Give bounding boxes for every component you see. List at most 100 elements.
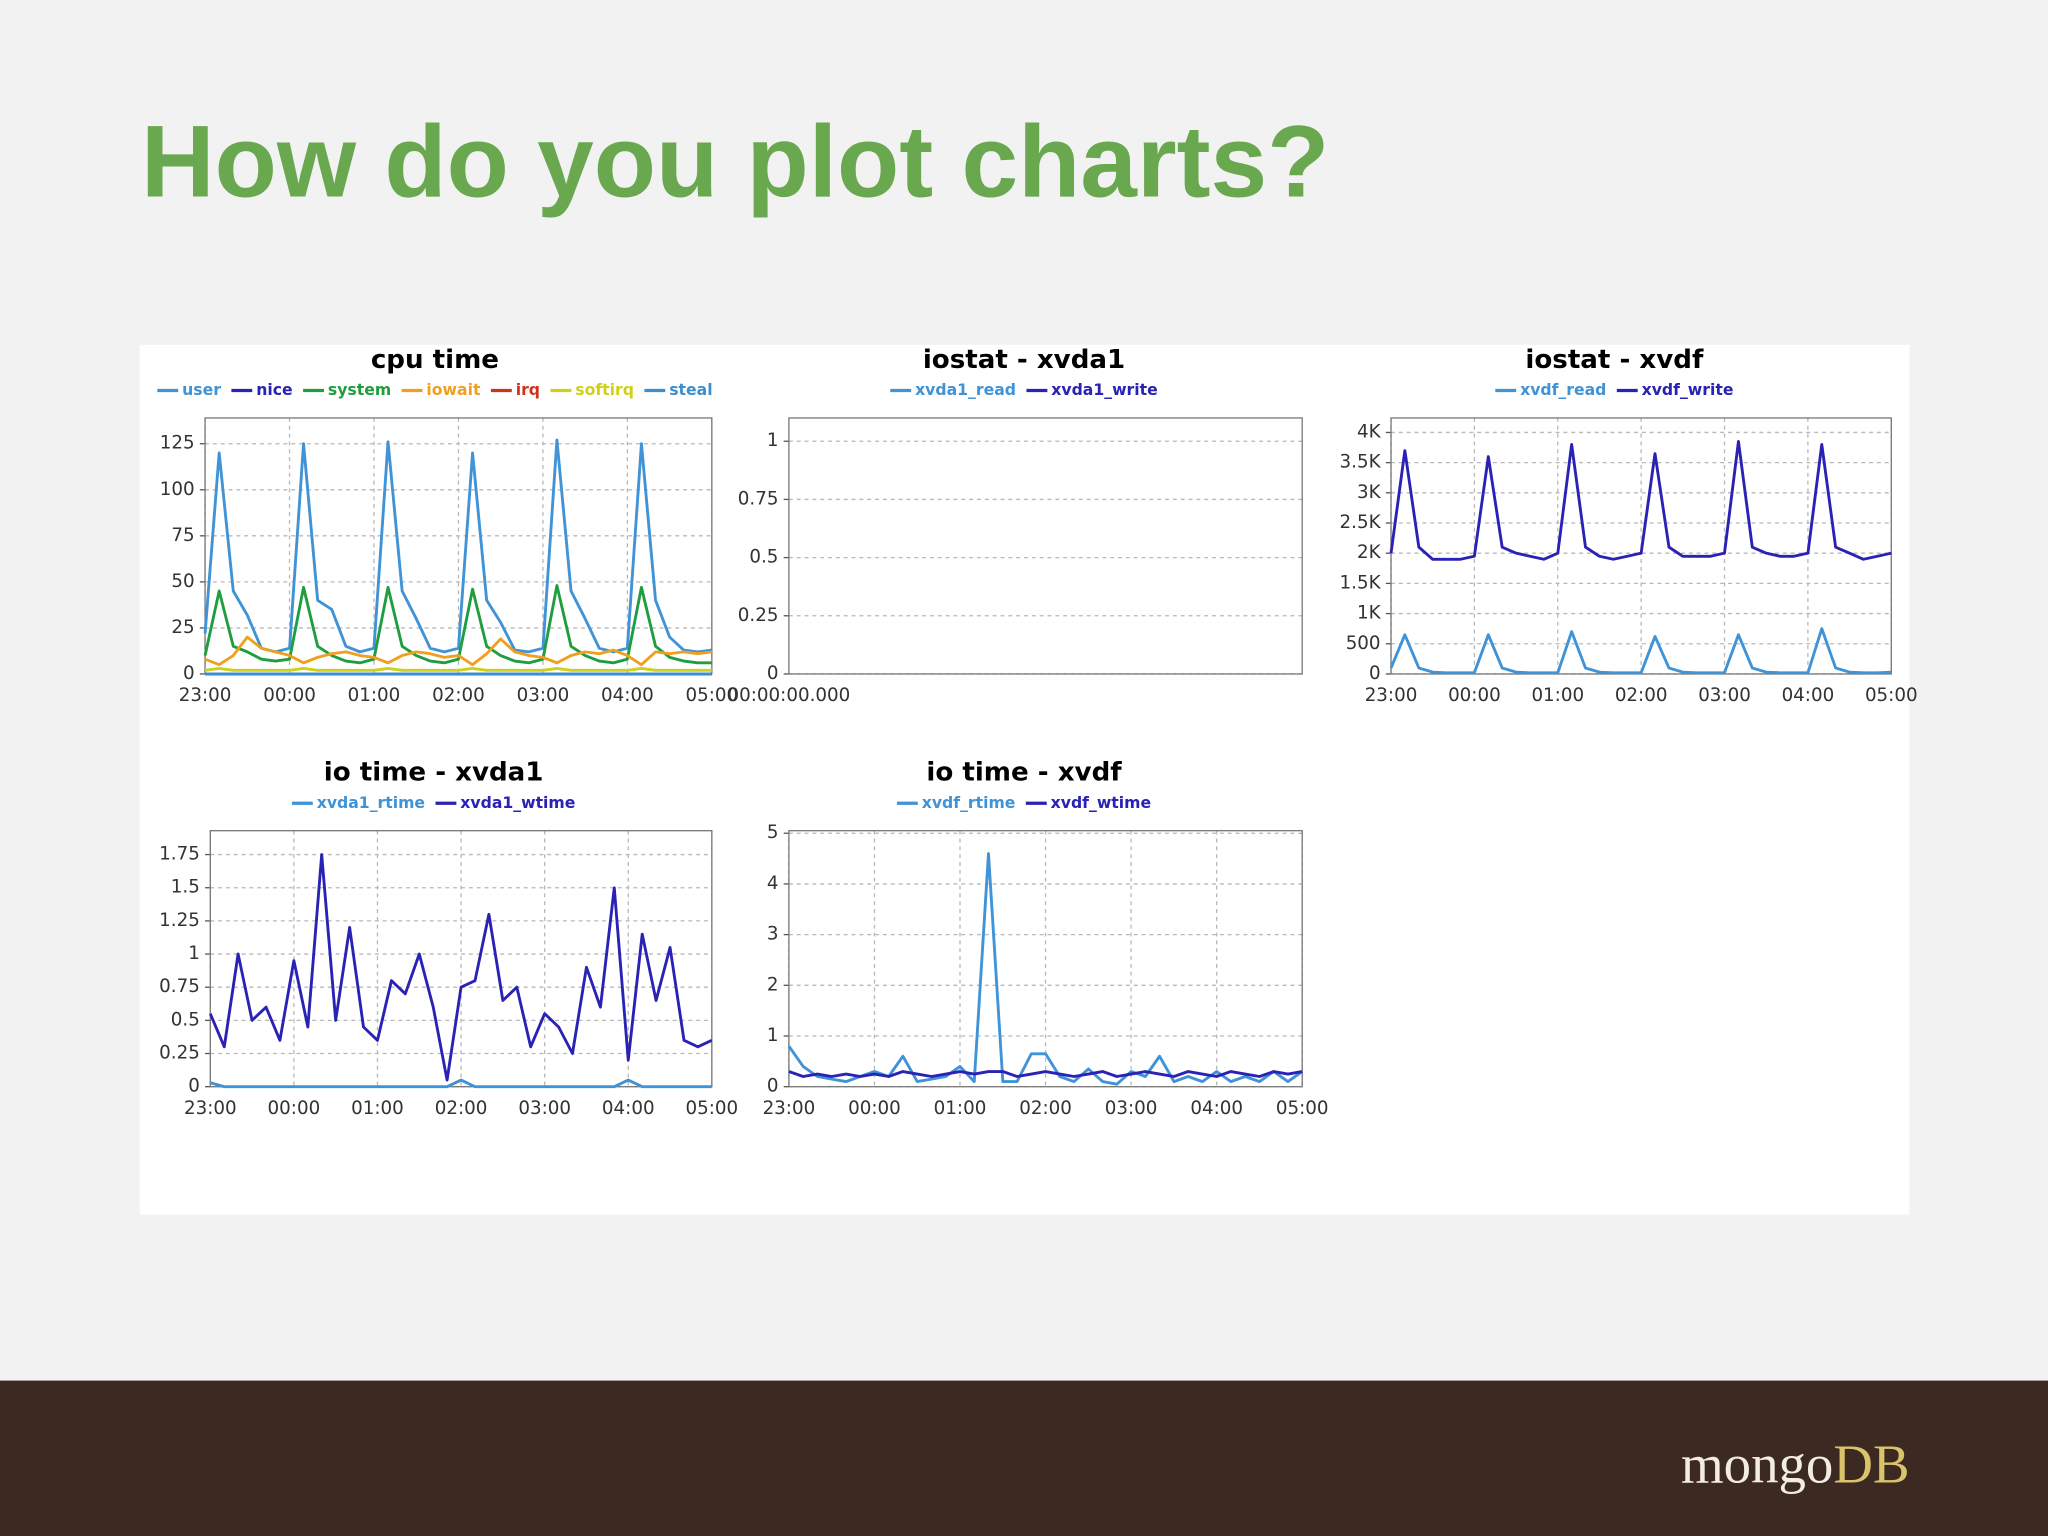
y-tick-label: 1 bbox=[188, 943, 200, 964]
y-tick-label: 1.5K bbox=[1340, 572, 1382, 593]
y-tick-label: 0 bbox=[1369, 663, 1381, 684]
x-tick-label: 01:00 bbox=[351, 1098, 404, 1119]
chart: iostat - xvda1 0 0.25 0.5 0.75 1 00:00:00.000 x… bbox=[728, 345, 1303, 706]
legend-label: system bbox=[328, 380, 391, 399]
y-tick-label: 3K bbox=[1357, 482, 1382, 503]
series-line bbox=[1389, 440, 1892, 561]
y-tick-label: 2.5K bbox=[1340, 512, 1382, 533]
y-tick-label: 500 bbox=[1346, 633, 1381, 654]
y-tick-label: 0.25 bbox=[738, 605, 779, 626]
footer bbox=[0, 1380, 2048, 1536]
y-tick-label: 0 bbox=[767, 1076, 779, 1097]
legend-label: xvda1_wtime bbox=[460, 793, 575, 812]
x-tick-label: 02:00 bbox=[1615, 685, 1668, 706]
y-tick-label: 0 bbox=[183, 663, 195, 684]
y-tick-label: 25 bbox=[171, 617, 194, 638]
legend-label: steal bbox=[669, 380, 712, 399]
x-tick-label: 00:00 bbox=[263, 685, 316, 706]
x-tick-label: 01:00 bbox=[934, 1098, 987, 1119]
legend-label: xvda1_write bbox=[1051, 380, 1157, 399]
series-line bbox=[787, 852, 1304, 1086]
legend-label: nice bbox=[256, 380, 292, 399]
series-line bbox=[208, 853, 713, 1082]
logo: mongoDB bbox=[1681, 1433, 1910, 1494]
y-tick-label: 0 bbox=[767, 663, 779, 684]
y-tick-label: 1K bbox=[1357, 603, 1382, 624]
x-tick-label: 02:00 bbox=[1019, 1098, 1072, 1119]
y-tick-label: 1 bbox=[767, 430, 779, 451]
legend: xvdf_read xvdf_write bbox=[1495, 380, 1733, 399]
legend-label: xvdf_wtime bbox=[1051, 793, 1151, 812]
x-tick-label: 03:00 bbox=[1698, 685, 1751, 706]
chart-title: iostat - xvdf bbox=[1525, 345, 1704, 375]
legend: xvda1_rtime xvda1_wtime bbox=[291, 793, 575, 812]
x-tick-label: 00:00:00.000 bbox=[728, 685, 851, 706]
x-tick-label: 04:00 bbox=[601, 685, 654, 706]
y-tick-label: 0 bbox=[188, 1076, 200, 1097]
chart: cpu time 0 25 50 75 100 125 23:00 00:00 01:00 02:0… bbox=[157, 345, 738, 706]
x-tick-label: 00:00 bbox=[268, 1098, 321, 1119]
legend-label: iowait bbox=[426, 380, 481, 399]
series-line bbox=[1389, 627, 1892, 675]
legend-label: user bbox=[182, 380, 221, 399]
y-tick-label: 4 bbox=[767, 873, 779, 894]
x-tick-label: 01:00 bbox=[1531, 685, 1584, 706]
y-tick-label: 0.5 bbox=[749, 547, 778, 568]
chart: io time - xvda1 0 0.25 0.5 0.75 1 1.25 1.5 1.75 2… bbox=[159, 758, 738, 1119]
legend-label: irq bbox=[516, 380, 540, 399]
plot-frame bbox=[209, 830, 713, 1088]
chart-title: io time - xvda1 bbox=[324, 758, 544, 788]
series-line bbox=[204, 667, 712, 672]
y-tick-label: 1.5 bbox=[171, 877, 200, 898]
x-tick-label: 03:00 bbox=[1105, 1098, 1158, 1119]
y-tick-label: 0.25 bbox=[159, 1043, 200, 1064]
legend: user nice system iowait irq softirq steal bbox=[157, 380, 713, 399]
slide-title: How do you plot charts? bbox=[141, 105, 1329, 219]
legend-label: softirq bbox=[575, 380, 634, 399]
x-tick-label: 04:00 bbox=[1190, 1098, 1243, 1119]
plot-area bbox=[788, 417, 1303, 674]
x-tick-label: 05:00 bbox=[686, 1098, 739, 1119]
series-line bbox=[209, 1078, 712, 1089]
chart-title: io time - xvdf bbox=[926, 758, 1122, 788]
plot-frame bbox=[788, 417, 1303, 675]
legend-label: xvda1_read bbox=[915, 380, 1016, 399]
y-tick-label: 4K bbox=[1357, 421, 1382, 442]
x-tick-label: 03:00 bbox=[517, 685, 570, 706]
y-tick-label: 3.5K bbox=[1340, 452, 1382, 473]
y-tick-label: 75 bbox=[171, 525, 194, 546]
legend: xvda1_read xvda1_write bbox=[890, 380, 1158, 399]
y-tick-label: 0.75 bbox=[738, 488, 779, 509]
chart: io time - xvdf 0 1 2 3 4 5 23:00 00:00 01:00 02:00… bbox=[763, 758, 1329, 1119]
x-tick-label: 02:00 bbox=[432, 685, 485, 706]
legend-label: xvdf_write bbox=[1642, 380, 1734, 399]
x-tick-label: 00:00 bbox=[848, 1098, 901, 1119]
x-tick-label: 05:00 bbox=[1276, 1098, 1329, 1119]
legend: xvdf_rtime xvdf_wtime bbox=[896, 793, 1151, 812]
x-tick-label: 04:00 bbox=[1782, 685, 1835, 706]
x-tick-label: 04:00 bbox=[602, 1098, 655, 1119]
chart: iostat - xvdf 0 500 1K 1.5K 2K 2.5K 3K 3.5K 4K 23:… bbox=[1340, 345, 1918, 706]
y-tick-label: 2K bbox=[1357, 542, 1382, 563]
y-tick-label: 5 bbox=[767, 822, 779, 843]
x-tick-label: 23:00 bbox=[1365, 685, 1418, 706]
x-tick-label: 02:00 bbox=[435, 1098, 488, 1119]
y-tick-label: 50 bbox=[171, 571, 194, 592]
y-tick-label: 100 bbox=[160, 479, 195, 500]
series-line bbox=[203, 584, 712, 665]
y-tick-label: 3 bbox=[767, 924, 779, 945]
x-tick-label: 01:00 bbox=[348, 685, 401, 706]
x-tick-label: 00:00 bbox=[1448, 685, 1501, 706]
y-tick-label: 1 bbox=[767, 1025, 779, 1046]
x-tick-label: 23:00 bbox=[184, 1098, 237, 1119]
y-tick-label: 125 bbox=[160, 433, 195, 454]
legend-label: xvdf_read bbox=[1520, 380, 1606, 399]
y-tick-label: 1.25 bbox=[159, 910, 200, 931]
y-tick-label: 2 bbox=[767, 974, 779, 995]
y-tick-label: 0.5 bbox=[171, 1009, 200, 1030]
x-tick-label: 03:00 bbox=[518, 1098, 571, 1119]
series-line bbox=[203, 438, 713, 654]
chart-title: iostat - xvda1 bbox=[923, 345, 1125, 375]
